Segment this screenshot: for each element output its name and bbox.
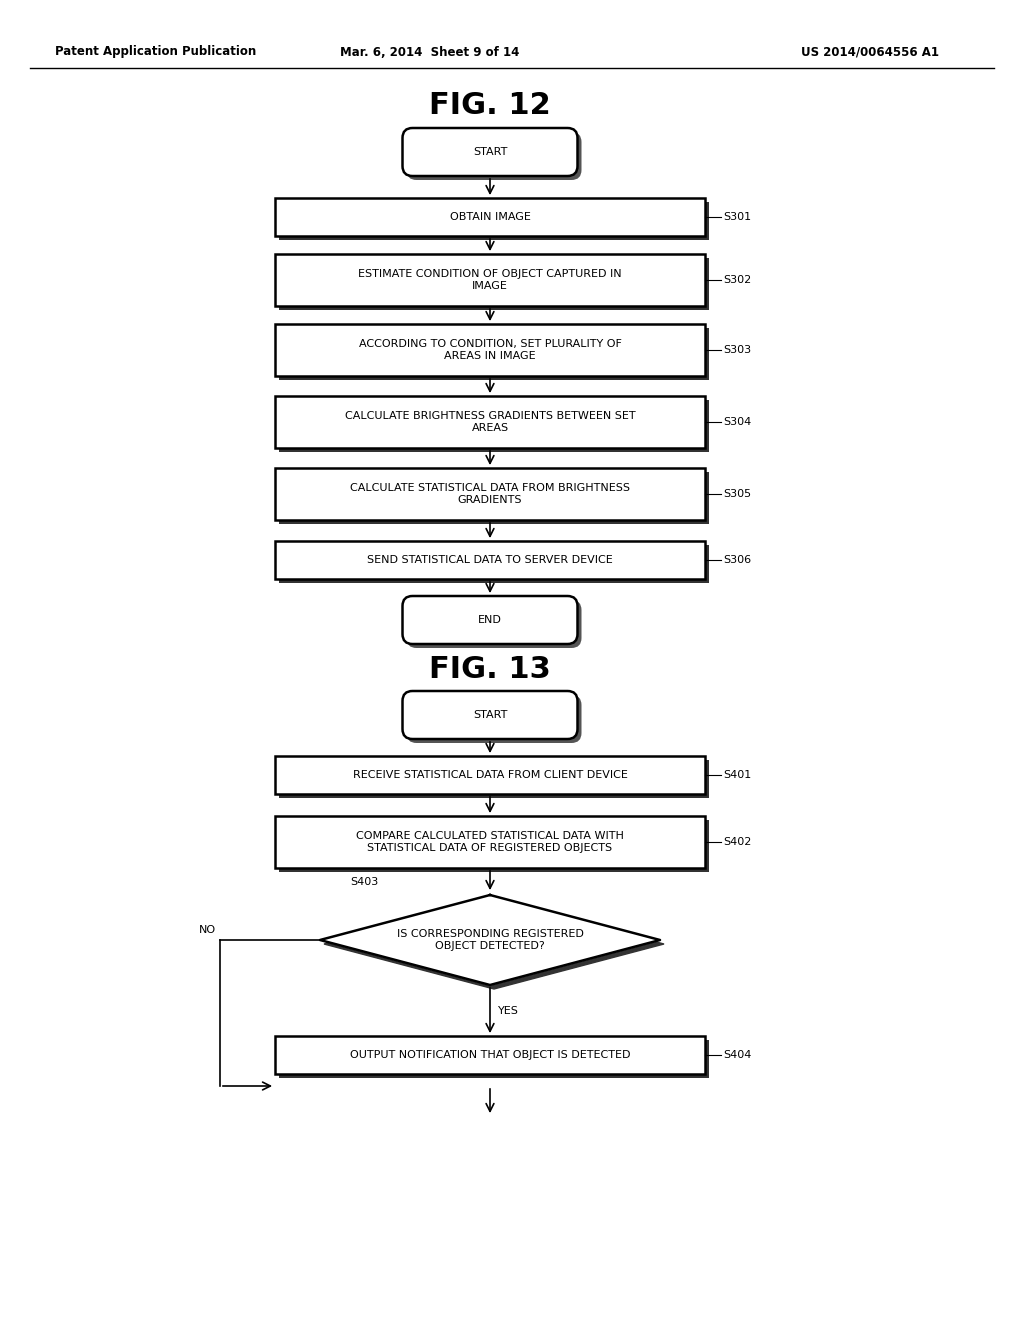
FancyBboxPatch shape xyxy=(275,1036,705,1074)
Text: Mar. 6, 2014  Sheet 9 of 14: Mar. 6, 2014 Sheet 9 of 14 xyxy=(340,45,520,58)
Text: OUTPUT NOTIFICATION THAT OBJECT IS DETECTED: OUTPUT NOTIFICATION THAT OBJECT IS DETEC… xyxy=(350,1049,630,1060)
FancyBboxPatch shape xyxy=(279,1040,709,1078)
FancyBboxPatch shape xyxy=(275,469,705,520)
FancyBboxPatch shape xyxy=(275,396,705,447)
Text: S304: S304 xyxy=(723,417,752,426)
Polygon shape xyxy=(319,895,660,985)
Text: S402: S402 xyxy=(723,837,752,847)
Text: CALCULATE BRIGHTNESS GRADIENTS BETWEEN SET
AREAS: CALCULATE BRIGHTNESS GRADIENTS BETWEEN S… xyxy=(345,412,635,433)
Text: S403: S403 xyxy=(350,876,378,887)
Text: S302: S302 xyxy=(723,275,752,285)
Text: ESTIMATE CONDITION OF OBJECT CAPTURED IN
IMAGE: ESTIMATE CONDITION OF OBJECT CAPTURED IN… xyxy=(358,269,622,290)
FancyBboxPatch shape xyxy=(402,690,578,739)
FancyBboxPatch shape xyxy=(279,257,709,310)
Text: S401: S401 xyxy=(723,770,752,780)
Text: IS CORRESPONDING REGISTERED
OBJECT DETECTED?: IS CORRESPONDING REGISTERED OBJECT DETEC… xyxy=(396,929,584,950)
FancyBboxPatch shape xyxy=(279,473,709,524)
Text: S303: S303 xyxy=(723,345,752,355)
FancyBboxPatch shape xyxy=(279,545,709,583)
Text: S305: S305 xyxy=(723,488,752,499)
FancyBboxPatch shape xyxy=(279,327,709,380)
FancyBboxPatch shape xyxy=(279,820,709,873)
FancyBboxPatch shape xyxy=(402,128,578,176)
Text: START: START xyxy=(473,710,507,719)
FancyBboxPatch shape xyxy=(275,323,705,376)
Text: FIG. 13: FIG. 13 xyxy=(429,656,551,685)
Text: Patent Application Publication: Patent Application Publication xyxy=(55,45,256,58)
Text: S306: S306 xyxy=(723,554,752,565)
Text: US 2014/0064556 A1: US 2014/0064556 A1 xyxy=(801,45,939,58)
Text: RECEIVE STATISTICAL DATA FROM CLIENT DEVICE: RECEIVE STATISTICAL DATA FROM CLIENT DEV… xyxy=(352,770,628,780)
Text: FIG. 12: FIG. 12 xyxy=(429,91,551,120)
FancyBboxPatch shape xyxy=(402,597,578,644)
Text: OBTAIN IMAGE: OBTAIN IMAGE xyxy=(450,213,530,222)
FancyBboxPatch shape xyxy=(275,253,705,306)
Text: COMPARE CALCULATED STATISTICAL DATA WITH
STATISTICAL DATA OF REGISTERED OBJECTS: COMPARE CALCULATED STATISTICAL DATA WITH… xyxy=(356,832,624,853)
FancyBboxPatch shape xyxy=(275,756,705,795)
FancyBboxPatch shape xyxy=(279,760,709,799)
FancyBboxPatch shape xyxy=(407,601,582,648)
Text: CALCULATE STATISTICAL DATA FROM BRIGHTNESS
GRADIENTS: CALCULATE STATISTICAL DATA FROM BRIGHTNE… xyxy=(350,483,630,504)
Text: NO: NO xyxy=(199,925,216,935)
Text: START: START xyxy=(473,147,507,157)
FancyBboxPatch shape xyxy=(279,202,709,240)
FancyBboxPatch shape xyxy=(407,696,582,743)
Text: S301: S301 xyxy=(723,213,752,222)
Text: SEND STATISTICAL DATA TO SERVER DEVICE: SEND STATISTICAL DATA TO SERVER DEVICE xyxy=(368,554,613,565)
FancyBboxPatch shape xyxy=(275,198,705,236)
Text: ACCORDING TO CONDITION, SET PLURALITY OF
AREAS IN IMAGE: ACCORDING TO CONDITION, SET PLURALITY OF… xyxy=(358,339,622,360)
FancyBboxPatch shape xyxy=(275,541,705,579)
Text: YES: YES xyxy=(498,1006,519,1015)
Polygon shape xyxy=(324,899,664,989)
Text: END: END xyxy=(478,615,502,624)
FancyBboxPatch shape xyxy=(275,816,705,869)
FancyBboxPatch shape xyxy=(407,132,582,180)
FancyBboxPatch shape xyxy=(279,400,709,451)
Text: S404: S404 xyxy=(723,1049,752,1060)
